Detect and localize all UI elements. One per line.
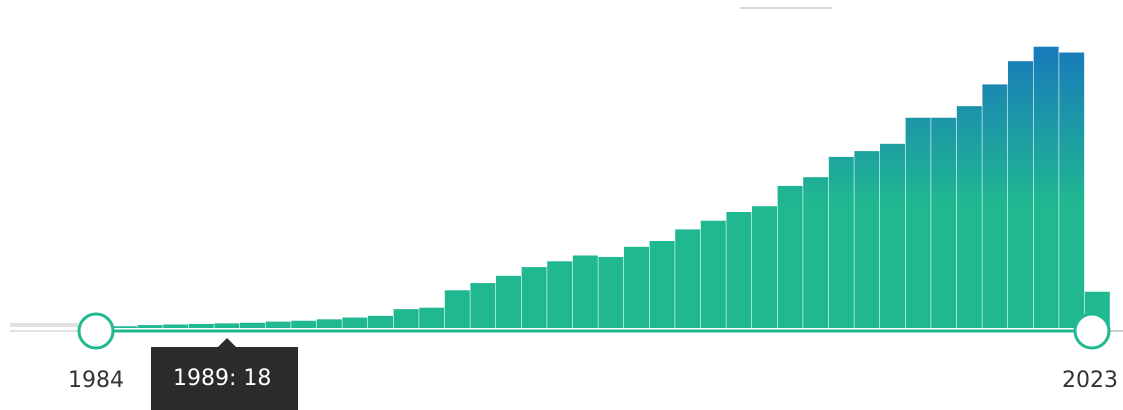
histogram-bar-2021[interactable] (1059, 52, 1085, 329)
range-end-handle[interactable] (1073, 312, 1111, 350)
histogram-bar-1998[interactable] (470, 283, 496, 328)
histogram-bar-1995[interactable] (393, 309, 419, 328)
histogram-bar-2013[interactable] (854, 151, 880, 328)
histogram-bar-2011[interactable] (803, 177, 829, 328)
histogram-bar-1993[interactable] (342, 317, 368, 328)
histogram-bars (112, 46, 1110, 329)
histogram-bar-1987[interactable] (188, 323, 214, 328)
histogram-bar-2010[interactable] (777, 185, 803, 328)
histogram-bar-1996[interactable] (419, 307, 445, 328)
histogram-bar-1988[interactable] (214, 323, 240, 328)
range-start-label: 1984 (68, 368, 124, 393)
bar-tooltip: 1989: 18 (151, 347, 298, 410)
histogram-bar-2015[interactable] (905, 117, 931, 328)
histogram-bar-1990[interactable] (265, 321, 291, 328)
tooltip-arrow (218, 338, 236, 347)
histogram-bar-1986[interactable] (163, 324, 189, 328)
histogram-bar-2016[interactable] (931, 117, 957, 328)
range-end-label: 2023 (1062, 368, 1118, 393)
histogram-bar-2017[interactable] (956, 106, 982, 329)
histogram-bar-2009[interactable] (752, 206, 777, 328)
histogram-bar-1991[interactable] (291, 320, 317, 328)
histogram-bar-2019[interactable] (1008, 61, 1033, 328)
range-start-handle[interactable] (77, 312, 115, 350)
histogram-bar-1994[interactable] (368, 315, 393, 328)
histogram-bar-2018[interactable] (982, 84, 1008, 329)
histogram-bar-2004[interactable] (624, 246, 649, 328)
histogram-bar-2000[interactable] (521, 267, 547, 328)
histogram-bar-2001[interactable] (547, 261, 573, 328)
histogram-bar-2014[interactable] (880, 143, 905, 328)
histogram-bar-2008[interactable] (726, 212, 752, 328)
histogram-bar-2020[interactable] (1033, 46, 1059, 328)
histogram-bar-2003[interactable] (598, 256, 624, 328)
histogram-bar-2005[interactable] (649, 241, 675, 328)
histogram-bar-1999[interactable] (496, 275, 521, 328)
histogram-bar-1989[interactable] (240, 322, 265, 328)
histogram-bar-2007[interactable] (700, 220, 726, 328)
histogram-bar-1984[interactable] (112, 326, 137, 328)
histogram-bar-1985[interactable] (137, 325, 163, 328)
histogram-bar-1992[interactable] (316, 319, 342, 328)
histogram-bar-2006[interactable] (675, 229, 701, 328)
histogram-bar-1997[interactable] (444, 290, 470, 328)
histogram-bar-2002[interactable] (572, 255, 598, 329)
histogram-bar-2012[interactable] (828, 156, 854, 328)
